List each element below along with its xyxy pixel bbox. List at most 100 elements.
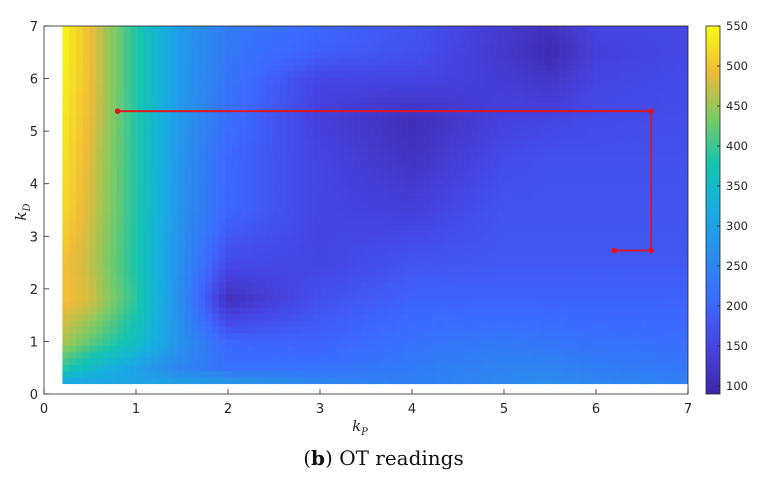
heatmap-cell <box>266 230 274 238</box>
heatmap-cell <box>375 153 383 161</box>
heatmap-cell <box>477 57 485 65</box>
heatmap-cell <box>171 326 179 334</box>
heatmap-cell <box>620 262 628 270</box>
heatmap-cell <box>552 313 560 321</box>
heatmap-cell <box>382 217 390 225</box>
heatmap-cell <box>225 313 233 321</box>
heatmap-cell <box>320 128 329 136</box>
heatmap-cell <box>280 243 288 251</box>
heatmap-cell <box>123 172 131 180</box>
heatmap-cell <box>184 51 193 59</box>
heatmap-cell <box>239 77 247 85</box>
heatmap-cell <box>293 83 301 91</box>
heatmap-cell <box>116 128 125 136</box>
heatmap-cell <box>354 102 363 110</box>
heatmap-cell <box>96 294 104 302</box>
heatmap-cell <box>402 166 410 174</box>
heatmap-cell <box>273 70 281 78</box>
heatmap-cell <box>402 262 410 270</box>
heatmap-cell <box>137 57 145 65</box>
heatmap-cell <box>293 108 301 116</box>
heatmap-cell <box>477 351 485 359</box>
heatmap-cell <box>565 351 573 359</box>
heatmap-cell <box>259 198 267 206</box>
heatmap-cell <box>620 364 628 372</box>
heatmap-cell <box>558 38 567 46</box>
heatmap-cell <box>429 108 437 116</box>
heatmap-cell <box>280 96 288 104</box>
heatmap-cell <box>354 217 363 225</box>
heatmap-cell <box>681 249 688 257</box>
heatmap-cell <box>524 38 533 46</box>
heatmap-cell <box>150 236 159 244</box>
heatmap-cell <box>334 243 342 251</box>
heatmap-cell <box>518 306 526 314</box>
heatmap-cell <box>212 338 220 346</box>
heatmap-cell <box>164 77 172 85</box>
heatmap-cell <box>388 230 397 238</box>
heatmap-cell <box>348 140 356 148</box>
heatmap-cell <box>361 274 369 282</box>
heatmap-cell <box>654 140 662 148</box>
heatmap-cell <box>382 364 390 372</box>
heatmap-cell <box>633 166 641 174</box>
heatmap-cell <box>62 319 70 327</box>
heatmap-cell <box>524 57 533 65</box>
heatmap-cell <box>402 96 410 104</box>
heatmap-cell <box>531 121 539 129</box>
heatmap-cell <box>538 191 546 199</box>
heatmap-cell <box>205 262 213 270</box>
heatmap-cell <box>232 38 240 46</box>
heatmap-cell <box>198 274 206 282</box>
heatmap-cell <box>484 357 492 365</box>
heatmap-cell <box>504 166 512 174</box>
heatmap-cell <box>82 128 91 136</box>
heatmap-cell <box>545 128 553 136</box>
heatmap-cell <box>164 274 172 282</box>
heatmap-cell <box>565 198 573 206</box>
heatmap-cell <box>592 255 601 263</box>
heatmap-cell <box>252 179 261 187</box>
heatmap-cell <box>579 262 587 270</box>
heatmap-cell <box>375 332 383 340</box>
heatmap-cell <box>144 96 152 104</box>
heatmap-cell <box>538 287 546 295</box>
heatmap-cell <box>266 191 274 199</box>
heatmap-cell <box>205 306 213 314</box>
heatmap-cell <box>579 268 587 276</box>
heatmap-cell <box>116 351 125 359</box>
heatmap-cell <box>450 57 458 65</box>
heatmap-cell <box>606 211 614 219</box>
heatmap-cell <box>232 198 240 206</box>
heatmap-cell <box>470 38 478 46</box>
heatmap-cell <box>361 160 369 168</box>
heatmap-cell <box>123 96 131 104</box>
heatmap-cell <box>123 223 131 231</box>
heatmap-cell <box>280 377 288 385</box>
heatmap-cell <box>640 160 648 168</box>
heatmap-cell <box>157 77 165 85</box>
heatmap-cell <box>157 32 165 40</box>
heatmap-cell <box>456 147 465 155</box>
heatmap-cell <box>463 185 471 193</box>
heatmap-cell <box>402 64 410 72</box>
heatmap-cell <box>137 147 145 155</box>
heatmap-cell <box>429 96 437 104</box>
heatmap-cell <box>552 262 560 270</box>
heatmap-cell <box>286 230 295 238</box>
heatmap-cell <box>484 294 492 302</box>
heatmap-cell <box>422 166 431 174</box>
heatmap-cell <box>579 287 587 295</box>
heatmap-cell <box>531 377 539 385</box>
heatmap-cell <box>592 211 601 219</box>
heatmap-cell <box>463 255 471 263</box>
heatmap-cell <box>307 83 315 91</box>
heatmap-cell <box>354 38 363 46</box>
heatmap-cell <box>613 319 621 327</box>
heatmap-cell <box>320 338 329 346</box>
heatmap-cell <box>69 172 77 180</box>
heatmap-cell <box>613 153 621 161</box>
heatmap-cell <box>477 345 485 353</box>
heatmap-cell <box>538 172 546 180</box>
heatmap-cell <box>164 147 172 155</box>
